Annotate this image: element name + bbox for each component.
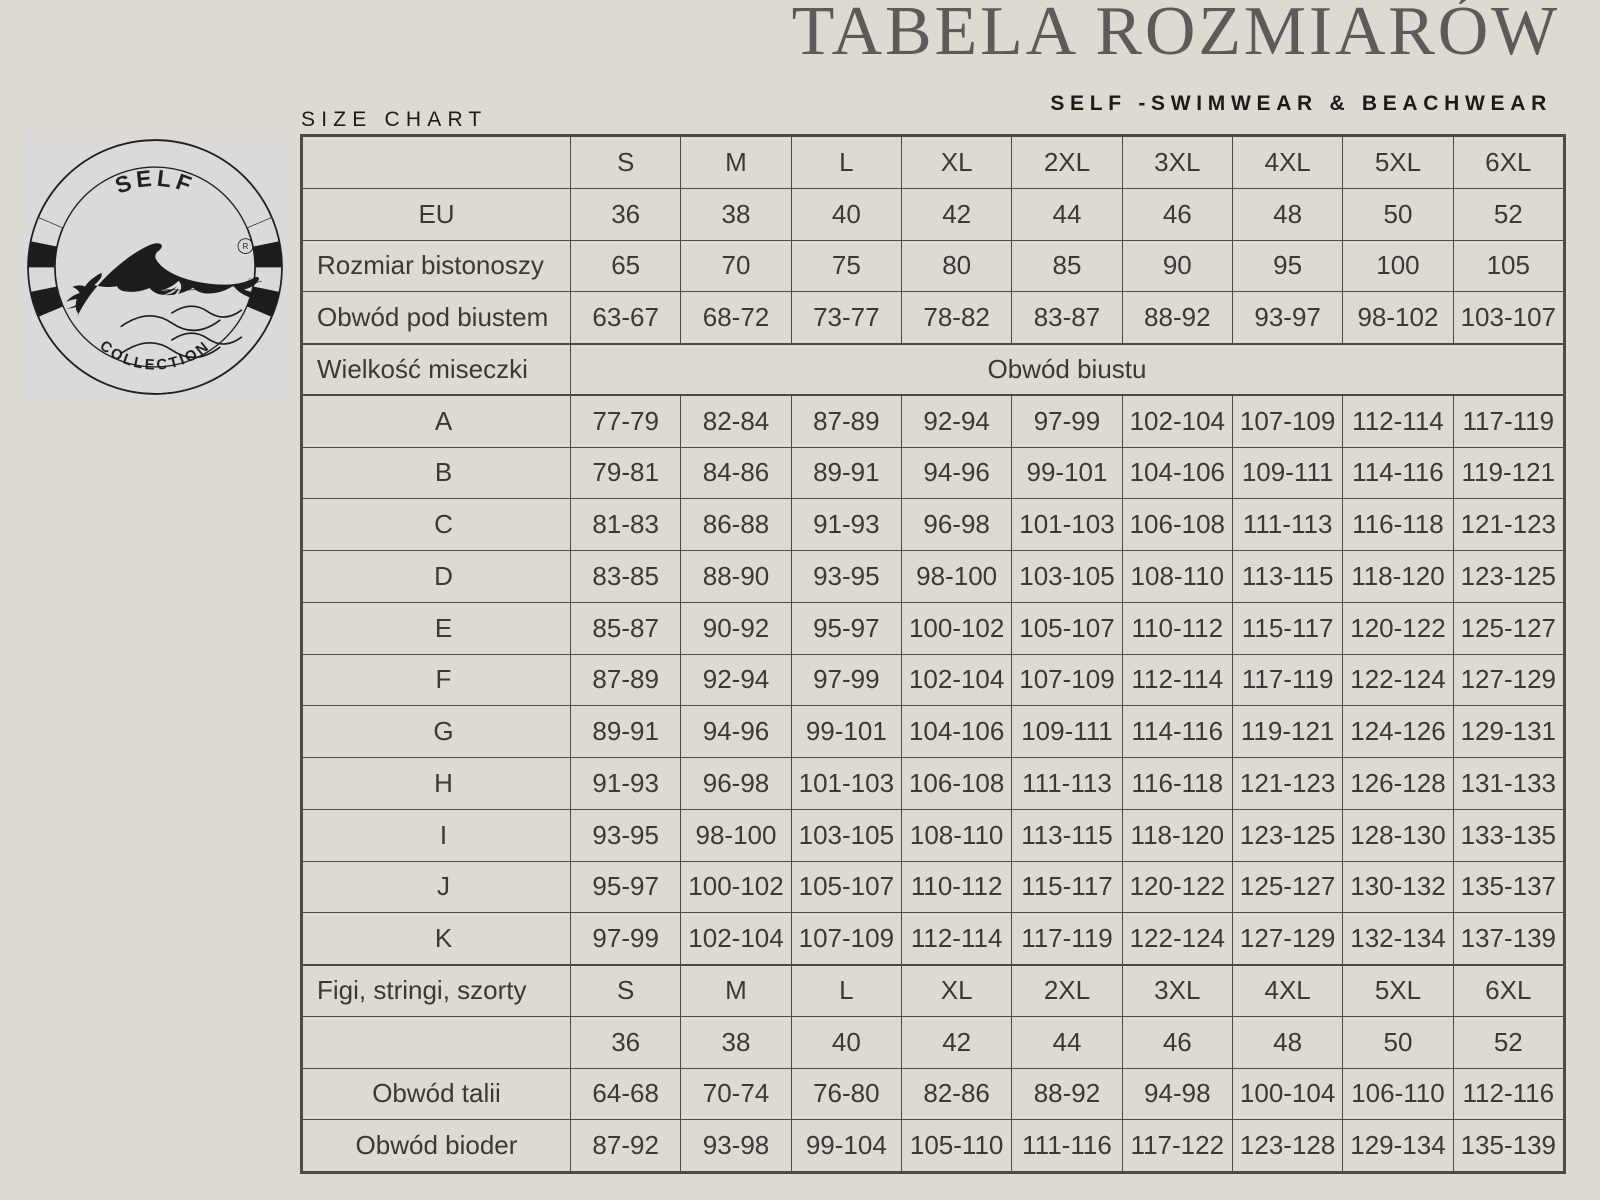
svg-text:R: R — [243, 242, 249, 251]
